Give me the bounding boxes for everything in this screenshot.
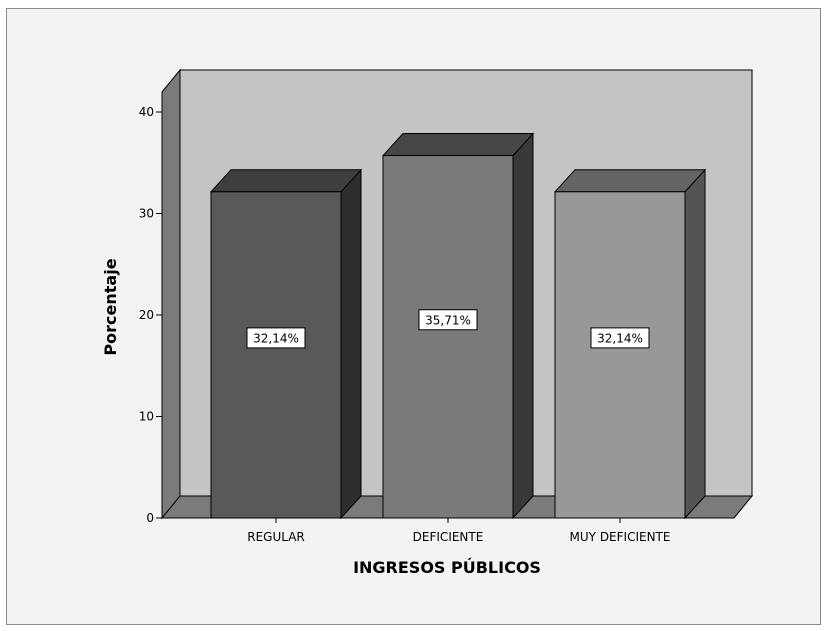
bar: 32,14% (209, 168, 363, 520)
x-tick-label: REGULAR (247, 530, 305, 544)
x-tick-label: DEFICIENTE (413, 530, 484, 544)
data-label: 35,71% (425, 313, 471, 327)
data-label-box (590, 327, 650, 349)
data-label-box (246, 327, 306, 349)
bar-top (381, 133, 535, 157)
bar-top (553, 169, 707, 193)
bar-front (210, 191, 342, 519)
bar-top (209, 169, 363, 193)
bar-front (382, 155, 514, 519)
y-tick-label: 10 (139, 410, 154, 424)
bar-side (512, 132, 534, 520)
bar-side (340, 168, 362, 520)
data-label: 32,14% (597, 331, 643, 345)
y-tick-label: 40 (139, 105, 154, 119)
y-axis-title: Porcentaje (101, 258, 120, 355)
x-tick-label: MUY DEFICIENTE (570, 530, 671, 544)
y-tick-label: 20 (139, 308, 154, 322)
y-tick-label: 0 (146, 511, 154, 525)
left-wall (161, 68, 181, 520)
data-label-box (418, 309, 478, 331)
x-axis-title: INGRESOS PÚBLICOS (353, 558, 541, 577)
data-label: 32,14% (253, 331, 299, 345)
x-axis: REGULAR DEFICIENTE MUY DEFICIENTE (247, 518, 670, 544)
y-axis: 0 10 20 30 40 (139, 105, 162, 525)
bar: 32,14% (553, 168, 707, 520)
bars: 32,14% 35,71% 32,14% (209, 132, 707, 520)
bar: 35,71% (381, 132, 535, 520)
y-tick-label: 30 (139, 207, 154, 221)
bar-front (554, 191, 686, 519)
bar-side (684, 168, 706, 520)
